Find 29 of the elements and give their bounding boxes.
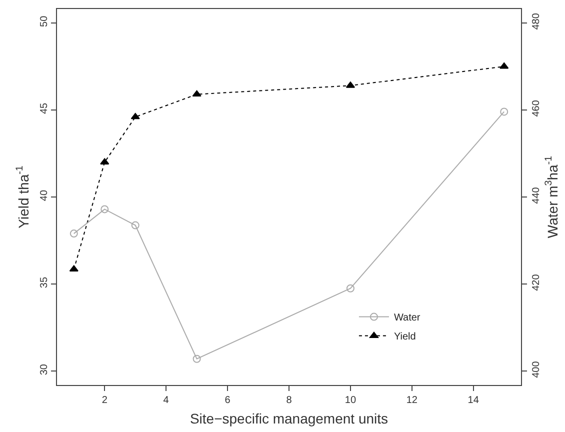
point bbox=[192, 90, 202, 97]
y2-tick-label: 400 bbox=[531, 360, 542, 378]
x-tick-label: 6 bbox=[224, 395, 231, 406]
legend-label: Yield bbox=[394, 332, 416, 343]
x-tick-label: 10 bbox=[344, 395, 356, 406]
y-tick-label: 40 bbox=[39, 190, 50, 202]
y2-tick-label: 440 bbox=[531, 186, 542, 204]
x-axis-title: Site−specific management units bbox=[190, 410, 388, 426]
point bbox=[131, 221, 140, 230]
point bbox=[500, 108, 508, 116]
y-tick-label: 50 bbox=[39, 15, 50, 27]
x-tick-label: 8 bbox=[286, 395, 292, 406]
y-tick-label: 30 bbox=[39, 364, 50, 376]
y2-tick-label: 480 bbox=[531, 12, 542, 30]
point bbox=[192, 354, 201, 363]
point bbox=[500, 62, 509, 69]
point bbox=[130, 112, 140, 120]
x-tick-label: 12 bbox=[406, 395, 418, 406]
y2-tick-label: 460 bbox=[531, 100, 542, 117]
point bbox=[100, 205, 109, 214]
point bbox=[70, 230, 78, 238]
x-tick-label: 2 bbox=[102, 395, 108, 406]
y-tick-label: 45 bbox=[39, 102, 50, 114]
point bbox=[346, 284, 354, 292]
x-tick-label: 4 bbox=[163, 395, 170, 406]
legend-label: Water bbox=[394, 312, 421, 324]
x-tick-label: 14 bbox=[468, 395, 480, 406]
y2-tick-label: 420 bbox=[531, 274, 542, 291]
y-tick-label: 35 bbox=[39, 276, 50, 288]
